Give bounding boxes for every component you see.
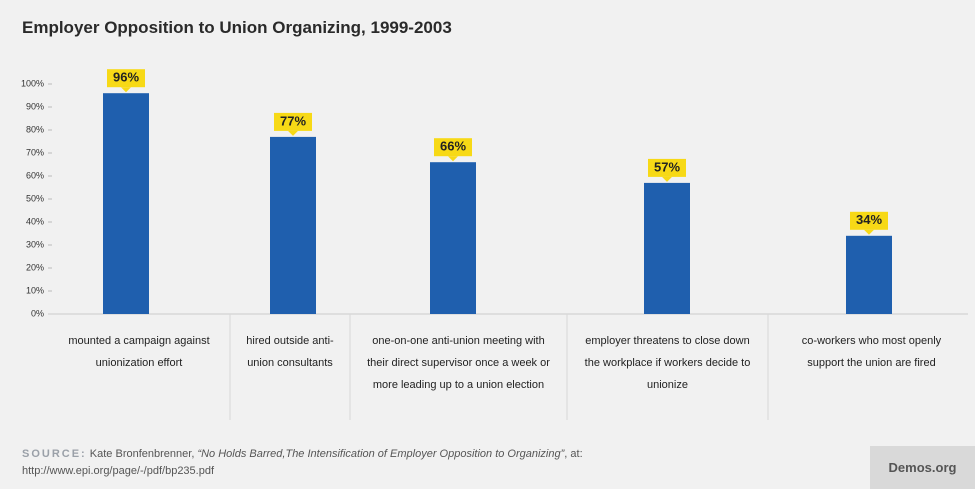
source-title: “No Holds Barred,The Intensification of … xyxy=(197,448,565,460)
y-tick-label: 100% xyxy=(21,78,44,88)
bar xyxy=(644,182,690,314)
label-box xyxy=(434,138,472,157)
source-author: Kate Bronfenbrenner, xyxy=(89,448,195,460)
x-tick-label: hired outside anti-union consultants xyxy=(246,335,334,369)
value-label: 66% xyxy=(440,139,466,154)
y-tick-label: 70% xyxy=(26,147,44,157)
label-box xyxy=(648,158,686,177)
x-tick-label: one-on-one anti-union meeting with their… xyxy=(367,335,550,391)
x-tick-label: employer threatens to close down the wor… xyxy=(584,335,751,391)
label-box xyxy=(850,211,888,230)
x-tick-label: co-workers who most openly support the u… xyxy=(801,335,942,369)
y-tick-label: 90% xyxy=(26,101,44,111)
label-pointer xyxy=(121,87,131,93)
y-tick-label: 20% xyxy=(26,262,44,272)
bar xyxy=(846,235,892,314)
y-tick-label: 30% xyxy=(26,239,44,249)
label-box xyxy=(107,69,145,88)
label-pointer xyxy=(288,130,298,136)
value-label: 77% xyxy=(280,113,306,128)
value-label: 96% xyxy=(113,70,139,85)
bar xyxy=(270,136,316,314)
source-url: http://www.epi.org/page/-/pdf/bp235.pdf xyxy=(22,465,215,477)
y-tick-label: 60% xyxy=(26,170,44,180)
label-pointer xyxy=(448,156,458,162)
y-tick-label: 80% xyxy=(26,124,44,134)
y-tick-label: 0% xyxy=(31,308,44,318)
label-pointer xyxy=(864,229,874,235)
y-tick-label: 10% xyxy=(26,285,44,295)
value-label: 34% xyxy=(856,212,882,227)
bar xyxy=(430,162,476,314)
label-pointer xyxy=(662,176,672,182)
source-tail: , at: xyxy=(564,448,583,460)
source: SOURCE: Kate Bronfenbrenner, “No Holds B… xyxy=(22,446,822,480)
y-tick-label: 50% xyxy=(26,193,44,203)
bar xyxy=(103,93,149,314)
x-tick-label: mounted a campaign against unionization … xyxy=(68,335,210,369)
source-label: SOURCE: xyxy=(22,448,87,460)
y-tick-label: 40% xyxy=(26,216,44,226)
chart-title: Employer Opposition to Union Organizing,… xyxy=(22,18,452,37)
brand: Demos.org xyxy=(870,446,975,489)
value-label: 57% xyxy=(654,159,680,174)
label-box xyxy=(274,112,312,131)
